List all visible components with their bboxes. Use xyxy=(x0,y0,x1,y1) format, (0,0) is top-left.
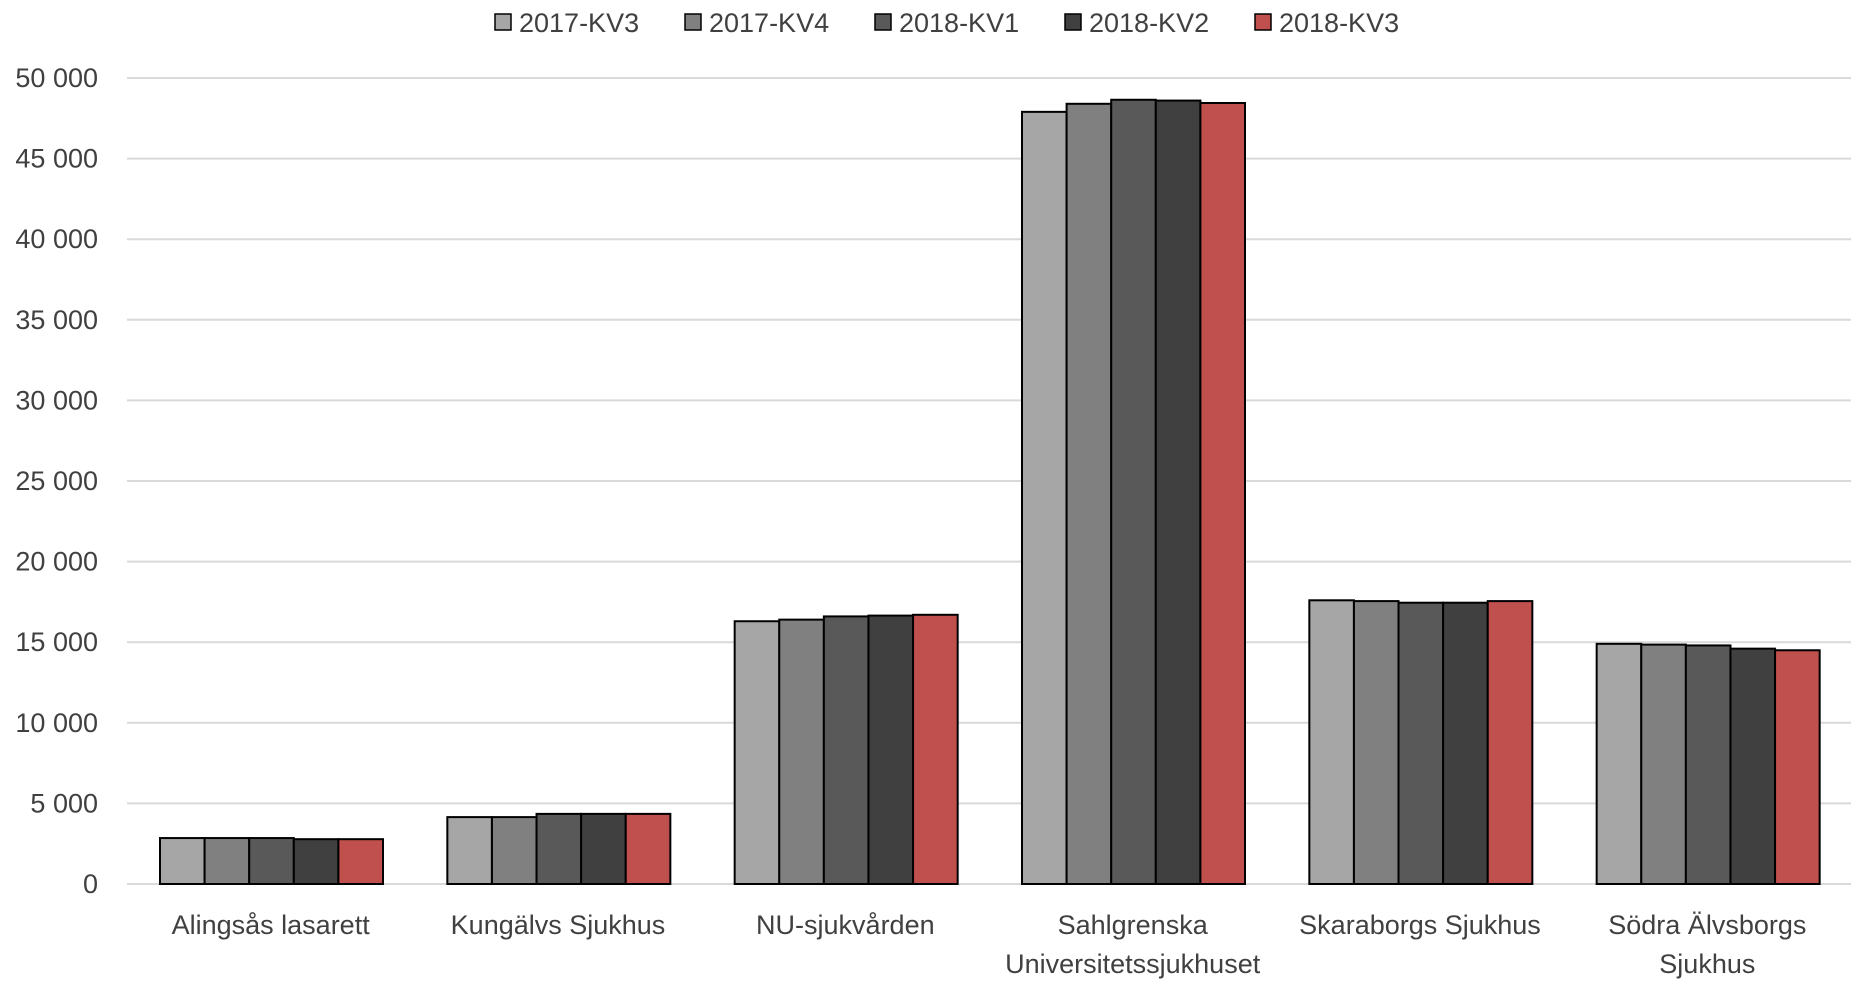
x-category-label: Skaraborgs Sjukhus xyxy=(1299,910,1541,940)
legend-swatch xyxy=(874,13,892,31)
bar-2017-kv3 xyxy=(159,837,206,885)
bar-2018-kv2 xyxy=(580,812,627,885)
y-tick-label: 0 xyxy=(83,869,98,899)
bar-2017-kv3 xyxy=(446,816,493,885)
y-axis-tick-labels: 0 5 000 10 000 15 000 20 000 25 000 30 000 35 0… xyxy=(15,63,98,899)
y-tick-label: 15 000 xyxy=(15,627,98,657)
legend-label: 2017-KV3 xyxy=(519,8,639,38)
y-tick-label: 20 000 xyxy=(15,547,98,577)
x-axis-category-labels: Alingsås lasarett Kungälvs Sjukhus NU-sjuk… xyxy=(172,910,1807,979)
y-tick-label: 10 000 xyxy=(15,708,98,738)
y-tick-label: 5 000 xyxy=(30,788,98,818)
legend-label: 2017-KV4 xyxy=(709,8,829,38)
bar-2018-kv2 xyxy=(292,838,340,885)
bar-2017-kv4 xyxy=(1640,643,1687,885)
bar-2017-kv4 xyxy=(1065,102,1113,886)
legend-swatch xyxy=(684,13,702,31)
bar-2018-kv2 xyxy=(1729,647,1777,886)
bar-2017-kv4 xyxy=(490,816,538,885)
bar-2018-kv3 xyxy=(1486,600,1534,885)
x-category-label: Södra Älvsborgs xyxy=(1608,910,1806,940)
legend: 2017-KV3 2017-KV4 2018-KV1 2018-KV2 2018-KV3 xyxy=(494,8,1399,38)
y-tick-label: 45 000 xyxy=(15,144,98,174)
bar-2018-kv1 xyxy=(822,615,870,886)
y-tick-label: 50 000 xyxy=(15,63,98,93)
x-category-label: Sahlgrenska xyxy=(1058,910,1209,940)
bar-2018-kv2 xyxy=(867,614,915,885)
bars xyxy=(159,98,1821,886)
y-tick-label: 30 000 xyxy=(15,385,98,415)
y-tick-label: 40 000 xyxy=(15,224,98,254)
y-tick-label: 35 000 xyxy=(15,305,98,335)
bar-2018-kv1 xyxy=(1684,644,1732,886)
bar-2018-kv1 xyxy=(1110,98,1157,885)
bar-2018-kv3 xyxy=(1774,649,1821,886)
bar-2017-kv3 xyxy=(733,620,781,886)
legend-label: 2018-KV3 xyxy=(1279,8,1399,38)
bar-2017-kv3 xyxy=(1021,110,1068,886)
legend-swatch xyxy=(494,13,512,31)
bar-2018-kv2 xyxy=(1442,601,1489,885)
bar-2018-kv1 xyxy=(535,812,583,885)
bar-2017-kv4 xyxy=(1352,600,1400,885)
legend-label: 2018-KV1 xyxy=(899,8,1019,38)
x-category-label: Kungälvs Sjukhus xyxy=(451,910,666,940)
y-tick-label: 25 000 xyxy=(15,466,98,496)
bar-2017-kv3 xyxy=(1595,642,1643,886)
bar-2018-kv1 xyxy=(1397,601,1445,885)
bar-2018-kv3 xyxy=(912,613,959,886)
bar-2017-kv4 xyxy=(778,618,825,886)
x-category-label: Sjukhus xyxy=(1659,949,1755,979)
bar-2018-kv3 xyxy=(1199,101,1247,885)
x-category-label: Alingsås lasarett xyxy=(172,910,371,940)
bar-2018-kv3 xyxy=(624,812,672,885)
x-category-label: Universitetssjukhuset xyxy=(1005,949,1261,979)
x-category-label: NU-sjukvården xyxy=(756,910,935,940)
gridlines xyxy=(127,77,1851,885)
legend-swatch xyxy=(1064,13,1082,31)
bar-2017-kv4 xyxy=(203,837,251,885)
bar-2017-kv3 xyxy=(1308,599,1355,886)
bar-2018-kv1 xyxy=(248,837,295,885)
bar-2018-kv3 xyxy=(337,838,384,885)
bar-2018-kv2 xyxy=(1154,99,1202,886)
legend-label: 2018-KV2 xyxy=(1089,8,1209,38)
legend-swatch xyxy=(1254,13,1272,31)
